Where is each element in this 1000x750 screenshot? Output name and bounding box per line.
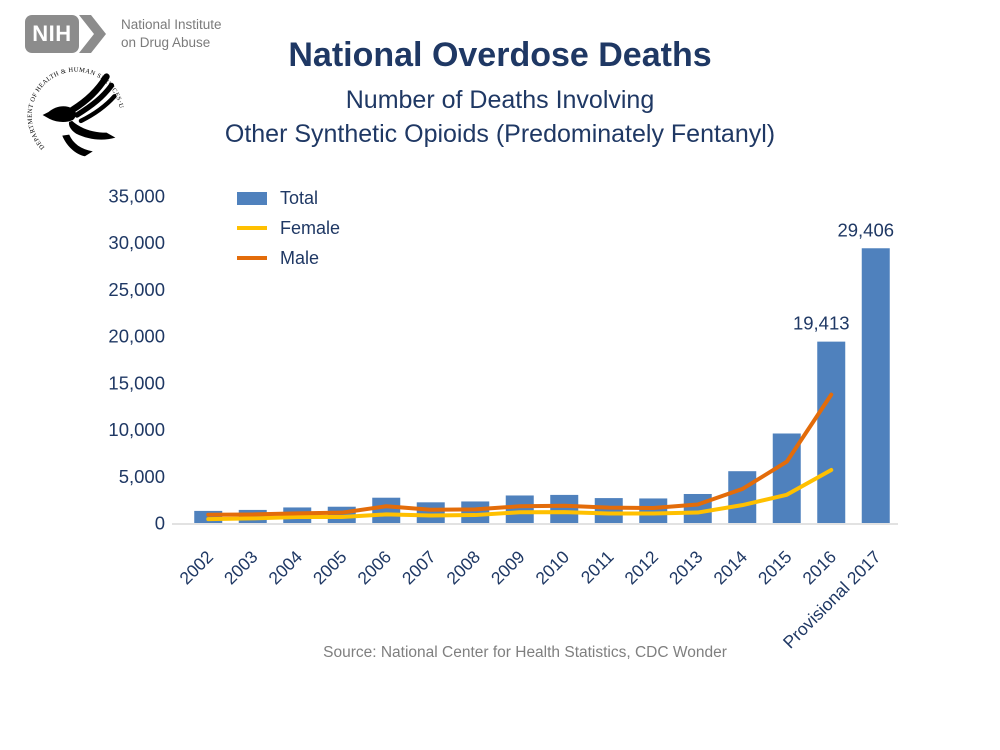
x-axis-label-2012: 2012: [620, 547, 662, 589]
x-axis-label-2007: 2007: [398, 547, 440, 589]
hhs-seal-icon: DEPARTMENT OF HEALTH & HUMAN SERVICES·US…: [20, 55, 124, 157]
bar-2009: [505, 495, 534, 523]
x-axis-label-2009: 2009: [487, 547, 529, 589]
bar-2016: [817, 341, 846, 523]
legend-label-female: Female: [280, 217, 341, 238]
chart-subtitle-line2: Other Synthetic Opioids (Predominately F…: [224, 120, 776, 148]
data-label-2016: 19,413: [793, 313, 850, 334]
y-axis-tick-label: 25,000: [108, 279, 165, 300]
x-axis-label-2002: 2002: [175, 547, 217, 589]
legend-item-male: Male: [237, 243, 340, 273]
legend-label-male: Male: [280, 247, 320, 268]
x-axis-label-2006: 2006: [353, 547, 395, 589]
y-axis-tick-label: 0: [155, 513, 165, 534]
bar-Provisional 2017: [861, 248, 890, 523]
line-series-female: [206, 467, 834, 522]
chart-title: National Overdose Deaths: [288, 36, 712, 74]
hhs-eagle-glyph: [42, 73, 117, 157]
x-axis-label-2004: 2004: [264, 547, 306, 589]
y-axis-tick-label: 20,000: [108, 326, 165, 347]
nih-acronym: NIH: [25, 15, 79, 53]
legend-label-total: Total: [280, 187, 319, 208]
institute-name: National Institute on Drug Abuse: [121, 16, 222, 51]
legend-item-female: Female: [237, 213, 340, 243]
data-label-provisional-2017: 29,406: [837, 219, 894, 240]
y-axis-tick-label: 15,000: [108, 372, 165, 393]
x-axis-label-2003: 2003: [220, 547, 262, 589]
institute-name-line2: on Drug Abuse: [121, 35, 211, 50]
source-citation: Source: National Center for Health Stati…: [323, 644, 727, 661]
bar-2014: [728, 471, 757, 523]
bar-2011: [594, 498, 623, 523]
nih-logo-mark: NIH: [25, 15, 113, 53]
legend: Total Female Male: [237, 183, 340, 273]
bar-2013: [683, 493, 712, 523]
legend-swatch-male: [237, 256, 267, 260]
institute-name-line1: National Institute: [121, 17, 222, 33]
y-axis-tick-label: 10,000: [108, 419, 165, 440]
nih-chevron-icon: [79, 15, 106, 53]
bar-2010: [550, 494, 579, 523]
x-axis-label-2010: 2010: [531, 547, 573, 589]
x-axis-label-2011: 2011: [577, 547, 618, 588]
line-series-male: [206, 392, 834, 517]
x-axis-label-2013: 2013: [665, 547, 707, 589]
x-axis-label-2005: 2005: [309, 547, 351, 589]
x-axis-label-2008: 2008: [442, 547, 484, 589]
bar-2006: [372, 497, 401, 523]
x-axis-label-2015: 2015: [754, 547, 796, 589]
x-axis-label-2014: 2014: [709, 547, 751, 589]
nida-logo: NIH National Institute on Drug Abuse: [25, 15, 222, 53]
bar-2007: [416, 502, 445, 523]
legend-item-total: Total: [237, 183, 340, 213]
legend-swatch-female: [237, 226, 267, 230]
y-axis-tick-label: 30,000: [108, 232, 165, 253]
bar-2012: [639, 498, 668, 523]
bar-2008: [461, 501, 490, 523]
legend-swatch-total: [237, 191, 267, 205]
chart-subtitle-line1: Number of Deaths Involving: [345, 86, 655, 114]
y-axis-tick-label: 35,000: [108, 186, 165, 207]
y-axis-tick-label: 5,000: [119, 466, 165, 487]
